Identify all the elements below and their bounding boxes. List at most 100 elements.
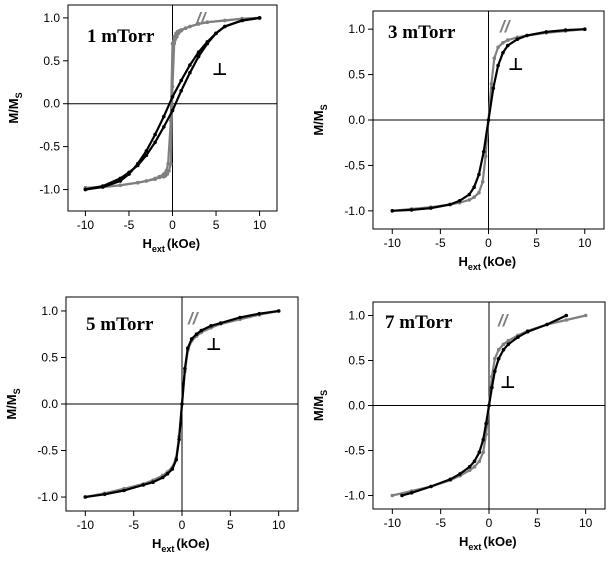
- x-tick-label: -5: [435, 236, 446, 250]
- x-axis-label: Hext (kOe): [152, 536, 210, 554]
- series-label-perpendicular: ⊥: [508, 55, 524, 75]
- series-parallel-point: [467, 468, 472, 473]
- x-axis-subscript: ext: [468, 262, 481, 272]
- series-parallel-point: [583, 313, 588, 318]
- series-perpendicular-point: [429, 484, 433, 489]
- series-perpendicular-point: [144, 153, 149, 157]
- series-perpendicular-point: [448, 477, 453, 482]
- series-label-perpendicular: ⊥: [206, 335, 222, 355]
- y-tick-label: -0.5: [37, 444, 58, 458]
- series-perpendicular-point: [257, 16, 262, 20]
- y-tick-label: 0.5: [348, 68, 365, 82]
- series-parallel-point: [172, 41, 176, 46]
- y-tick-label: -1.0: [39, 183, 60, 197]
- series-perpendicular-point: [141, 483, 146, 487]
- series-parallel-point: [166, 162, 170, 166]
- y-axis-label: M/MS: [4, 388, 22, 419]
- series-perpendicular-point: [490, 385, 494, 390]
- panel-title: 7 mTorr: [385, 312, 453, 333]
- series-perpendicular-point: [170, 108, 175, 113]
- y-axis-subscript: S: [319, 104, 329, 110]
- series-perpendicular-point: [153, 132, 157, 137]
- series-perpendicular-line: [401, 314, 567, 497]
- y-tick-label: 0.0: [43, 97, 60, 111]
- series-perpendicular-point: [429, 206, 433, 210]
- series-label-perpendicular: ⊥: [500, 373, 516, 393]
- y-axis-label: M/MS: [311, 390, 329, 421]
- series-parallel-point: [501, 342, 506, 347]
- series-parallel-point: [170, 84, 175, 89]
- series-perpendicular-point: [472, 459, 477, 464]
- x-tick-label: 10: [253, 218, 267, 232]
- x-axis-symbol: H: [459, 534, 468, 549]
- x-axis-symbol: H: [143, 236, 152, 251]
- series-perpendicular-point: [151, 480, 155, 485]
- x-axis-label: Hext (kOe): [459, 534, 517, 552]
- series-perpendicular-point: [400, 493, 404, 498]
- series-perpendicular-point: [214, 31, 218, 36]
- panel-title: 5 mTorr: [86, 314, 154, 335]
- y-tick-label: 0.5: [41, 350, 58, 364]
- series-perpendicular-point: [448, 202, 452, 207]
- x-tick-label: 0: [169, 218, 176, 232]
- series-parallel-point: [492, 56, 497, 60]
- series-perpendicular-point: [199, 328, 204, 333]
- y-tick-label: -1.0: [37, 490, 58, 504]
- series-parallel-point: [179, 28, 183, 33]
- series-perpendicular-point: [118, 179, 123, 183]
- x-axis-subscript: ext: [161, 544, 174, 554]
- x-tick-label: 0: [179, 518, 186, 532]
- series-perpendicular-point: [477, 450, 482, 455]
- y-tick-label: 0.0: [41, 397, 58, 411]
- series-parallel-point: [564, 318, 569, 322]
- series-parallel-point: [196, 22, 201, 26]
- series-perpendicular-point: [170, 467, 175, 471]
- series-perpendicular-point: [209, 324, 213, 328]
- y-tick-label: 0.5: [43, 54, 60, 68]
- y-tick-label: -0.5: [39, 140, 60, 154]
- y-axis-label: M/MS: [311, 104, 329, 135]
- chart-panel-1: -10 -5 0 5 10 -1.0 -0.5 0.0 0.5 1.0 Hext (kOe) M/MS /…: [6, 4, 278, 254]
- series-perpendicular-point: [458, 472, 462, 476]
- series-parallel-point: [153, 177, 157, 181]
- x-axis-unit: (kOe): [483, 534, 516, 549]
- series-perpendicular-point: [481, 150, 486, 154]
- x-axis-subscript: ext: [468, 542, 481, 552]
- series-perpendicular-point: [487, 403, 491, 408]
- series-parallel-point: [506, 38, 510, 42]
- x-tick-label: 5: [227, 518, 234, 532]
- series-parallel-point: [144, 179, 149, 183]
- series-perpendicular-point: [491, 86, 496, 90]
- x-axis-unit: (kOe): [483, 254, 516, 269]
- series-perpendicular-point: [467, 464, 472, 469]
- series-parallel-point: [496, 347, 501, 352]
- series-perpendicular-point: [525, 33, 529, 38]
- series-perpendicular-point: [188, 63, 192, 67]
- series-perpendicular-point: [144, 149, 149, 153]
- series-perpendicular-point: [135, 162, 140, 166]
- y-tick-label: 1.0: [41, 304, 58, 318]
- series-parallel-point: [506, 338, 511, 343]
- series-perpendicular-point: [477, 172, 481, 177]
- chart-panel-4: -10 -5 0 5 10 -1.0 -0.5 0.0 0.5 1.0 Hext (kOe) M/MS /…: [311, 301, 606, 552]
- y-tick-label: 0.0: [348, 113, 365, 127]
- series-perpendicular-point: [165, 472, 170, 476]
- series-perpendicular-point: [196, 50, 201, 54]
- series-perpendicular-point: [501, 347, 506, 352]
- series-perpendicular-point: [257, 311, 262, 316]
- y-tick-label: 0.5: [348, 354, 365, 368]
- x-tick-label: -10: [77, 518, 95, 532]
- series-parallel-point: [493, 356, 497, 361]
- series-parallel-point: [188, 24, 192, 29]
- y-tick-label: -1.0: [344, 204, 365, 218]
- x-tick-label: 5: [533, 236, 540, 250]
- x-tick-label: -10: [384, 516, 402, 530]
- series-parallel-point: [223, 18, 227, 23]
- series-parallel-point: [162, 174, 166, 179]
- series-perpendicular-point: [516, 335, 520, 339]
- series-perpendicular-point: [409, 208, 414, 212]
- series-perpendicular-point: [179, 78, 183, 83]
- series-perpendicular-point: [160, 475, 165, 480]
- y-axis-label: M/MS: [6, 92, 24, 123]
- y-tick-label: 1.0: [43, 11, 60, 25]
